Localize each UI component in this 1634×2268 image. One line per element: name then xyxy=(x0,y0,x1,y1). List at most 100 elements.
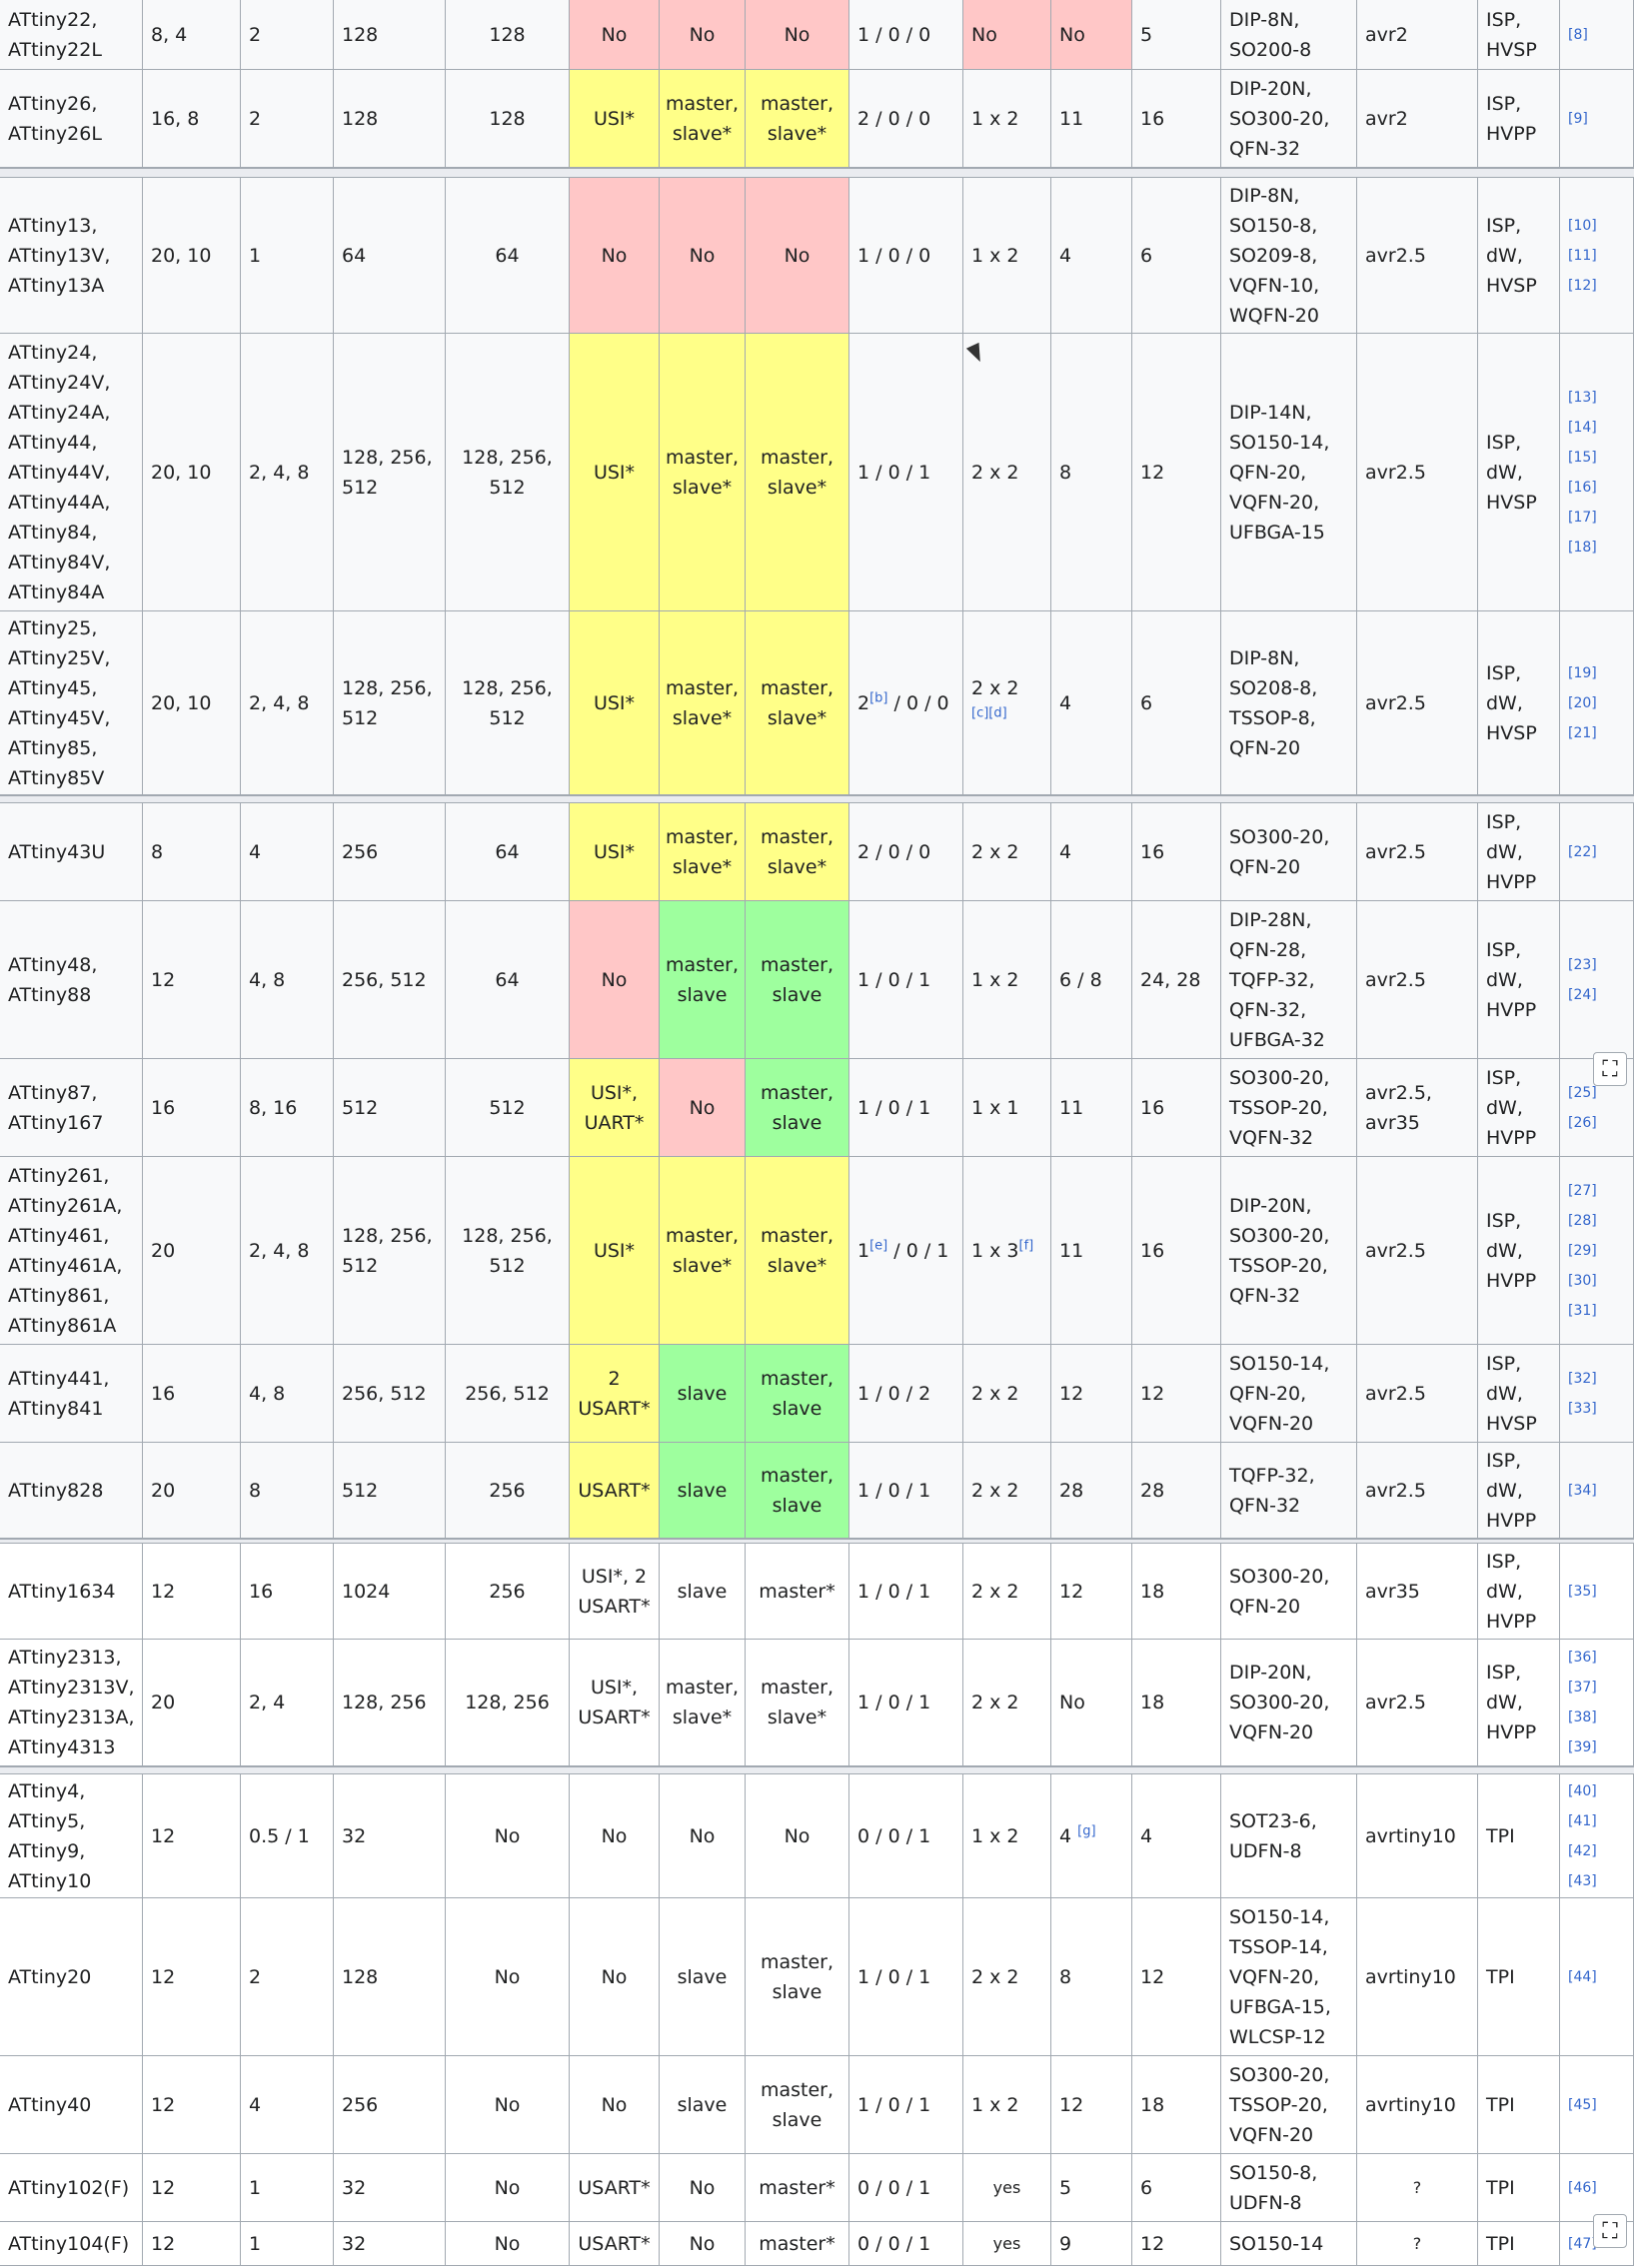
expand-icon[interactable]: ⛶ xyxy=(1593,2214,1627,2248)
cell-text: 2 x 2 xyxy=(971,840,1019,863)
reference-links[interactable]: [25] [26] xyxy=(1568,1084,1597,1131)
adc-cell: 11 xyxy=(1051,70,1132,168)
cell-text: ATtiny828 xyxy=(8,1479,104,1502)
cell-text: slave xyxy=(677,2093,728,2116)
i2c-cell: No xyxy=(660,0,746,70)
cell-text: master, slave* xyxy=(665,1677,740,1728)
cell-text: 128 xyxy=(342,23,379,46)
flash-cell: 2, 4, 8 xyxy=(241,334,334,611)
refs-cell: [34] xyxy=(1560,1443,1634,1539)
io-cell: 18 xyxy=(1132,1544,1221,1640)
io-cell: 6 xyxy=(1132,2154,1221,2222)
cell-text: DIP-20N, SO300-20, TSSOP-20, QFN-32 xyxy=(1229,1194,1330,1307)
cell-text: avr2 xyxy=(1365,23,1408,46)
cell-text: 2 x 2 [c][d] xyxy=(971,676,1019,721)
sram-cell: No xyxy=(446,2056,570,2154)
reference-links[interactable]: [19] [20] [21] xyxy=(1568,664,1597,741)
max-freq-cell: 16 xyxy=(143,1059,241,1157)
timers-cell: 1 / 0 / 0 xyxy=(849,0,963,70)
refs-cell: [35] xyxy=(1560,1544,1634,1640)
reference-links[interactable]: [8] xyxy=(1568,26,1588,43)
packages-cell: DIP-20N, SO300-20, TSSOP-20, QFN-32 xyxy=(1221,1157,1357,1345)
reference-links[interactable]: [9] xyxy=(1568,110,1588,127)
adc-cell: 12 xyxy=(1051,1544,1132,1640)
timers-cell: 1[e] / 0 / 1 xyxy=(849,1157,963,1345)
cell-text: No xyxy=(601,23,628,46)
refs-cell: [36] [37] [38] [39] xyxy=(1560,1640,1634,1766)
eeprom-alt-cell: 2 USART* xyxy=(570,1345,660,1443)
cell-text: No xyxy=(1059,23,1085,46)
cell-text: 12 xyxy=(151,1580,176,1603)
refs-cell: [13] [14] [15] [16] [17] [18] xyxy=(1560,334,1634,611)
reference-links[interactable]: [13] [14] [15] [16] [17] [18] xyxy=(1568,389,1597,556)
cell-text: master, slave* xyxy=(760,825,834,878)
reference-links[interactable]: [34] xyxy=(1568,1482,1597,1499)
reference-links[interactable]: [44] xyxy=(1568,1968,1597,1985)
sram-cell: No xyxy=(446,2222,570,2266)
packages-cell: DIP-14N, SO150-14, QFN-20, VQFN-20, UFBG… xyxy=(1221,334,1357,611)
prog-cell: ISP, dW, HVPP xyxy=(1478,1157,1560,1345)
reference-links[interactable]: [47] xyxy=(1568,2235,1597,2252)
reference-links[interactable]: [27] [28] [29] [30] [31] xyxy=(1568,1182,1597,1319)
cell-text: 11 xyxy=(1059,1239,1084,1262)
flash-cell: 16 xyxy=(241,1544,334,1640)
reference-links[interactable]: [40] [41] [42] [43] xyxy=(1568,1782,1597,1889)
refs-cell: [32] [33] xyxy=(1560,1345,1634,1443)
cell-text: USART* xyxy=(578,1479,651,1502)
cell-text: avr2.5 xyxy=(1365,1239,1426,1262)
cell-text: No xyxy=(689,2232,716,2255)
cell-text: No xyxy=(784,23,811,46)
packages-cell: DIP-8N, SO208-8, TSSOP-8, QFN-20 xyxy=(1221,611,1357,795)
flash-cell: 0.5 / 1 xyxy=(241,1774,334,1898)
cell-text: SO150-14 xyxy=(1229,2232,1324,2255)
prog-cell: ISP, dW, HVPP xyxy=(1478,803,1560,901)
arch-cell: avr2.5 xyxy=(1357,803,1478,901)
refs-cell: [9] xyxy=(1560,70,1634,168)
packages-cell: SO150-14 xyxy=(1221,2222,1357,2266)
io-cell: 24, 28 xyxy=(1132,901,1221,1059)
reference-links[interactable]: [23] [24] xyxy=(1568,956,1597,1003)
reference-links[interactable]: [35] xyxy=(1568,1583,1597,1600)
arch-cell: avr2.5 xyxy=(1357,334,1478,611)
cell-text: 4 xyxy=(249,2093,262,2116)
cell-text: 2, 4 xyxy=(249,1692,286,1713)
expand-icon[interactable]: ⛶ xyxy=(1593,1052,1627,1086)
reference-links[interactable]: [10] [11] [12] xyxy=(1568,217,1597,294)
adc-cell: 4 xyxy=(1051,611,1132,795)
spi-cell: master, slave* xyxy=(746,334,849,611)
eeprom-alt-cell: USI* xyxy=(570,611,660,795)
cell-text: TQFP-32, QFN-32 xyxy=(1229,1464,1315,1517)
cell-text: 2, 4, 8 xyxy=(249,461,310,484)
cell-text: SO150-8, UDFN-8 xyxy=(1229,2161,1318,2214)
flash-cell: 4 xyxy=(241,803,334,901)
eeprom-cell: 128, 256, 512 xyxy=(334,1157,446,1345)
cell-text: 16 xyxy=(249,1580,274,1603)
adc-cell: 6 / 8 xyxy=(1051,901,1132,1059)
reference-links[interactable]: [46] xyxy=(1568,2179,1597,2196)
cell-text: master, slave* xyxy=(760,446,834,499)
sram-cell: 64 xyxy=(446,901,570,1059)
arch-cell: avr2.5, avr35 xyxy=(1357,1059,1478,1157)
cell-text: TPI xyxy=(1486,2176,1515,2199)
flash-cell: 1 xyxy=(241,2154,334,2222)
cell-text: 2 x 2 xyxy=(971,1382,1019,1405)
reference-links[interactable]: [22] xyxy=(1568,843,1597,860)
cell-text: SO300-20, TSSOP-20, VQFN-32 xyxy=(1229,1066,1330,1149)
cell-text: master, slave* xyxy=(665,676,740,729)
io-cell: 12 xyxy=(1132,2222,1221,2266)
cell-text: 1 xyxy=(249,2232,262,2255)
reference-links[interactable]: [32] [33] xyxy=(1568,1370,1597,1417)
reference-links[interactable]: [45] xyxy=(1568,2096,1597,2113)
spi-cell: master, slave* xyxy=(746,803,849,901)
reference-links[interactable]: [36] [37] [38] [39] xyxy=(1568,1650,1597,1755)
pwm-cell: yes xyxy=(963,2154,1051,2222)
cell-text: 32 xyxy=(342,1824,367,1847)
cell-text: avr2.5 xyxy=(1365,461,1426,484)
sram-cell: 128, 256, 512 xyxy=(446,334,570,611)
packages-cell: SO300-20, QFN-20 xyxy=(1221,803,1357,901)
cell-text: 20, 10 xyxy=(151,691,212,714)
timers-cell: 2[b] / 0 / 0 xyxy=(849,611,963,795)
max-freq-cell: 20 xyxy=(143,1443,241,1539)
cell-text: avr2.5 xyxy=(1365,1382,1426,1405)
